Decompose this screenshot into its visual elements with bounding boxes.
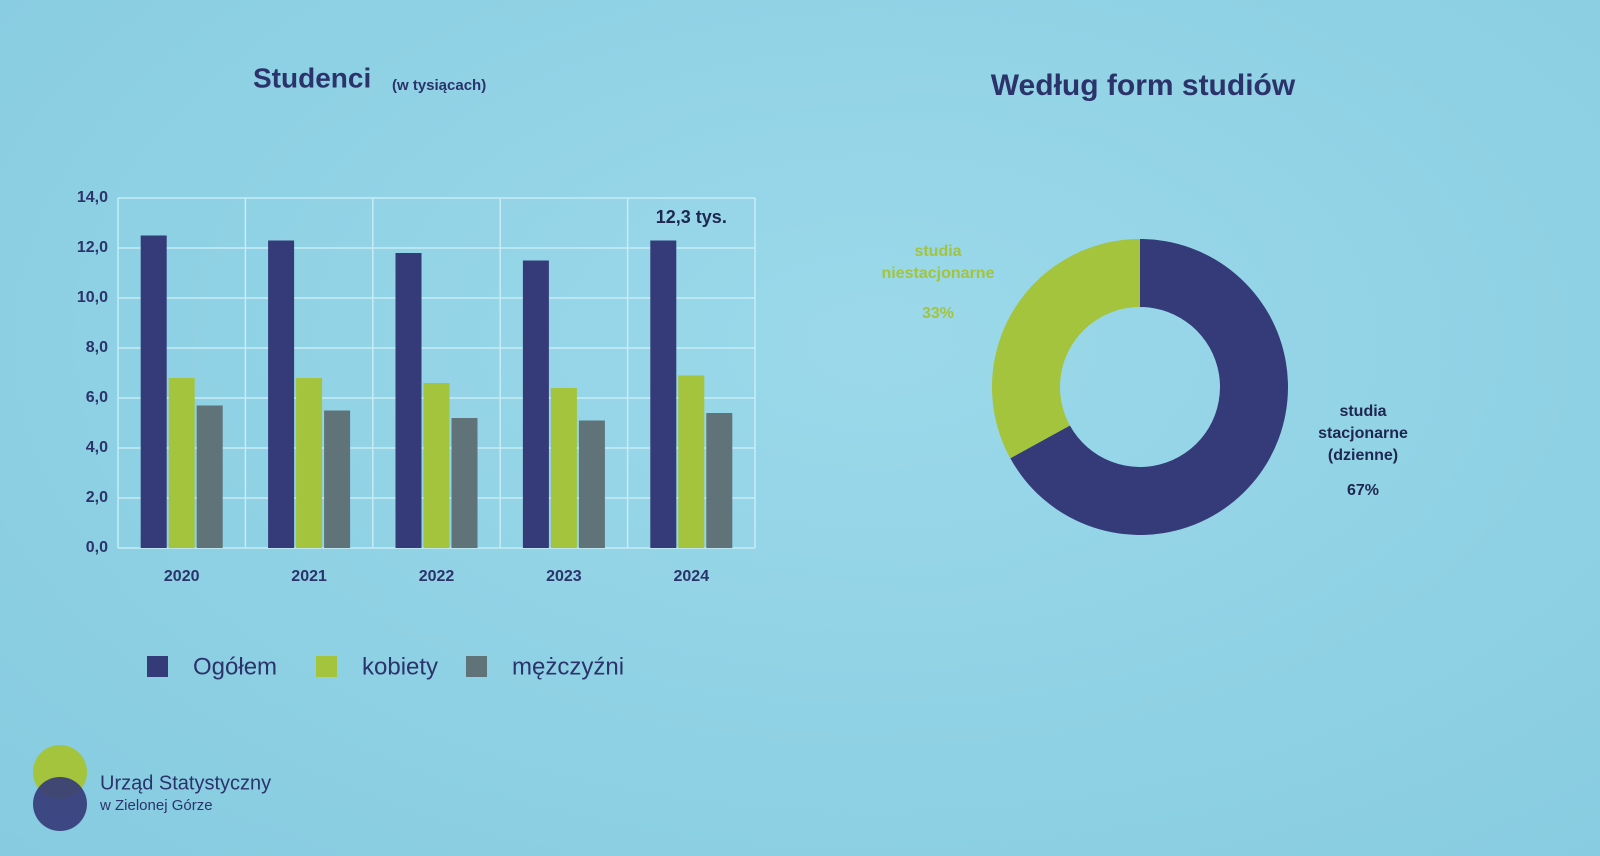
logo-text: Urząd Statystyczny (100, 772, 271, 794)
bar (196, 405, 223, 548)
bar (706, 413, 733, 548)
y-tick-label: 0,0 (86, 539, 108, 556)
y-tick-label: 14,0 (77, 189, 108, 206)
segment-value-label: 33% (921, 305, 955, 322)
y-tick-label: 2,0 (86, 489, 108, 506)
y-tick-label: 4,0 (86, 439, 108, 456)
donut-segment (1010, 239, 1289, 536)
y-tick-label: 10,0 (77, 289, 108, 306)
y-tick-label: 12,0 (77, 239, 108, 256)
data-label: 12,3 tys. (656, 207, 727, 227)
segment-value-label: 67% (1346, 482, 1380, 499)
bar (395, 253, 422, 548)
bar (578, 420, 605, 548)
bar (268, 240, 295, 548)
chart-title: Według form studiów (991, 69, 1296, 102)
legend-swatch (466, 656, 487, 677)
legend-label: kobiety (362, 653, 438, 680)
x-tick-label: 2023 (546, 568, 582, 585)
bar (324, 410, 351, 548)
bar (423, 383, 450, 548)
x-tick-label: 2021 (291, 568, 327, 585)
donut-segment (992, 239, 1140, 459)
bar (168, 378, 195, 548)
logo-circle (33, 777, 87, 831)
bar (296, 378, 323, 548)
legend-label: Ogółem (193, 653, 277, 680)
bar (522, 260, 549, 548)
bar (140, 235, 167, 548)
segment-label: studia niestacjonarne (881, 243, 995, 282)
x-tick-label: 2024 (674, 568, 710, 585)
x-tick-label: 2020 (164, 568, 200, 585)
segment-label: studia stacjonarne (dzienne) (1318, 403, 1408, 464)
bar (650, 240, 677, 548)
y-tick-label: 6,0 (86, 389, 108, 406)
legend-swatch (147, 656, 168, 677)
chart-subtitle: (w tysiącach) (392, 77, 486, 94)
y-tick-label: 8,0 (86, 339, 108, 356)
legend-swatch (316, 656, 337, 677)
legend-label: mężczyźni (512, 653, 624, 680)
chart-title: Studenci (253, 62, 371, 93)
bar (550, 388, 577, 548)
logo-text: w Zielonej Górze (99, 797, 213, 814)
bar (451, 418, 478, 548)
bar (678, 375, 705, 548)
x-tick-label: 2022 (419, 568, 455, 585)
